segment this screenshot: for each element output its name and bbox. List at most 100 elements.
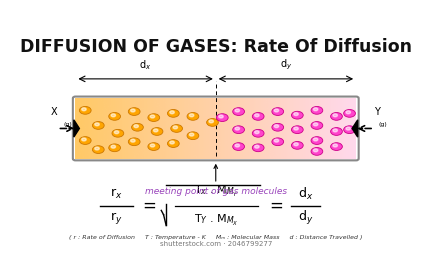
Circle shape bbox=[95, 147, 99, 150]
Text: d$_y$: d$_y$ bbox=[298, 209, 313, 227]
Circle shape bbox=[272, 138, 284, 146]
Circle shape bbox=[207, 118, 218, 126]
Circle shape bbox=[216, 114, 228, 122]
Circle shape bbox=[291, 126, 303, 134]
Circle shape bbox=[112, 129, 124, 137]
Circle shape bbox=[233, 108, 245, 115]
Text: r$_y$: r$_y$ bbox=[110, 210, 123, 226]
Circle shape bbox=[272, 123, 284, 131]
Text: shutterstock.com · 2046799277: shutterstock.com · 2046799277 bbox=[160, 241, 272, 247]
Text: Y: Y bbox=[374, 107, 380, 116]
Circle shape bbox=[291, 111, 303, 119]
Circle shape bbox=[344, 126, 355, 134]
Circle shape bbox=[80, 137, 91, 144]
Circle shape bbox=[346, 127, 350, 130]
Circle shape bbox=[233, 143, 245, 150]
Circle shape bbox=[330, 128, 342, 135]
Text: meeting point of gas molecules: meeting point of gas molecules bbox=[145, 165, 287, 196]
Circle shape bbox=[111, 145, 115, 148]
Circle shape bbox=[294, 113, 298, 116]
Circle shape bbox=[346, 111, 350, 114]
Text: X: X bbox=[51, 107, 58, 116]
Circle shape bbox=[109, 144, 120, 152]
Text: d$_y$: d$_y$ bbox=[280, 58, 292, 73]
Circle shape bbox=[235, 144, 240, 147]
Text: ( r : Rate of Diffusion     T : Temperature - K     Mₘ : Molecular Mass     d : : ( r : Rate of Diffusion T : Temperature … bbox=[69, 235, 362, 240]
Circle shape bbox=[109, 113, 120, 120]
Circle shape bbox=[219, 115, 223, 118]
Circle shape bbox=[187, 132, 199, 140]
Circle shape bbox=[115, 131, 119, 134]
Circle shape bbox=[274, 109, 279, 112]
Circle shape bbox=[171, 125, 182, 132]
Circle shape bbox=[252, 144, 264, 152]
Text: T$_Y$ . M$_{M_X}$: T$_Y$ . M$_{M_X}$ bbox=[194, 213, 239, 228]
Circle shape bbox=[313, 138, 318, 141]
Polygon shape bbox=[74, 120, 80, 137]
Circle shape bbox=[93, 146, 104, 153]
Text: (g): (g) bbox=[378, 122, 387, 127]
Circle shape bbox=[131, 109, 135, 112]
Text: (g): (g) bbox=[63, 122, 72, 127]
Circle shape bbox=[154, 129, 158, 132]
Circle shape bbox=[333, 144, 337, 147]
Circle shape bbox=[150, 144, 155, 147]
Circle shape bbox=[252, 113, 264, 120]
Circle shape bbox=[333, 114, 337, 117]
Circle shape bbox=[274, 125, 279, 128]
Circle shape bbox=[313, 149, 318, 152]
Circle shape bbox=[148, 114, 160, 122]
Circle shape bbox=[111, 114, 115, 117]
Circle shape bbox=[151, 128, 163, 135]
Circle shape bbox=[294, 127, 298, 130]
Circle shape bbox=[311, 122, 323, 129]
Circle shape bbox=[252, 129, 264, 137]
Circle shape bbox=[274, 139, 279, 142]
Polygon shape bbox=[352, 120, 358, 137]
Circle shape bbox=[170, 141, 174, 144]
Circle shape bbox=[311, 106, 323, 114]
Circle shape bbox=[168, 109, 179, 117]
Circle shape bbox=[150, 115, 155, 118]
Circle shape bbox=[313, 108, 318, 111]
Circle shape bbox=[131, 139, 135, 142]
Circle shape bbox=[291, 141, 303, 149]
Circle shape bbox=[128, 138, 140, 146]
Circle shape bbox=[170, 111, 174, 114]
Circle shape bbox=[189, 114, 194, 117]
Circle shape bbox=[344, 109, 355, 117]
Text: r$_x$: r$_x$ bbox=[110, 187, 123, 201]
Text: d$_x$: d$_x$ bbox=[298, 186, 313, 202]
Text: =: = bbox=[269, 197, 283, 215]
Circle shape bbox=[235, 127, 240, 130]
Text: =: = bbox=[142, 197, 156, 215]
Circle shape bbox=[235, 109, 240, 112]
Circle shape bbox=[189, 133, 194, 136]
Circle shape bbox=[132, 123, 143, 131]
Circle shape bbox=[255, 145, 259, 148]
Circle shape bbox=[95, 123, 99, 126]
Circle shape bbox=[333, 129, 337, 132]
Circle shape bbox=[168, 140, 179, 148]
Circle shape bbox=[313, 123, 318, 126]
Circle shape bbox=[128, 108, 140, 115]
Text: DIFFUSION OF GASES: Rate Of Diffusion: DIFFUSION OF GASES: Rate Of Diffusion bbox=[20, 38, 412, 56]
Circle shape bbox=[82, 138, 86, 141]
Circle shape bbox=[148, 143, 160, 150]
Circle shape bbox=[255, 131, 259, 134]
Circle shape bbox=[255, 114, 259, 117]
Circle shape bbox=[233, 126, 245, 134]
Circle shape bbox=[311, 137, 323, 144]
Circle shape bbox=[82, 108, 86, 111]
Circle shape bbox=[294, 143, 298, 146]
Text: T$_x$ . M$_{M_Y}$: T$_x$ . M$_{M_Y}$ bbox=[194, 184, 239, 199]
Circle shape bbox=[134, 125, 139, 128]
Circle shape bbox=[330, 143, 342, 150]
Text: d$_x$: d$_x$ bbox=[139, 59, 152, 73]
Circle shape bbox=[187, 113, 199, 120]
Circle shape bbox=[272, 108, 284, 115]
Circle shape bbox=[330, 113, 342, 120]
Circle shape bbox=[173, 126, 178, 129]
Circle shape bbox=[93, 122, 104, 129]
Circle shape bbox=[209, 120, 213, 123]
